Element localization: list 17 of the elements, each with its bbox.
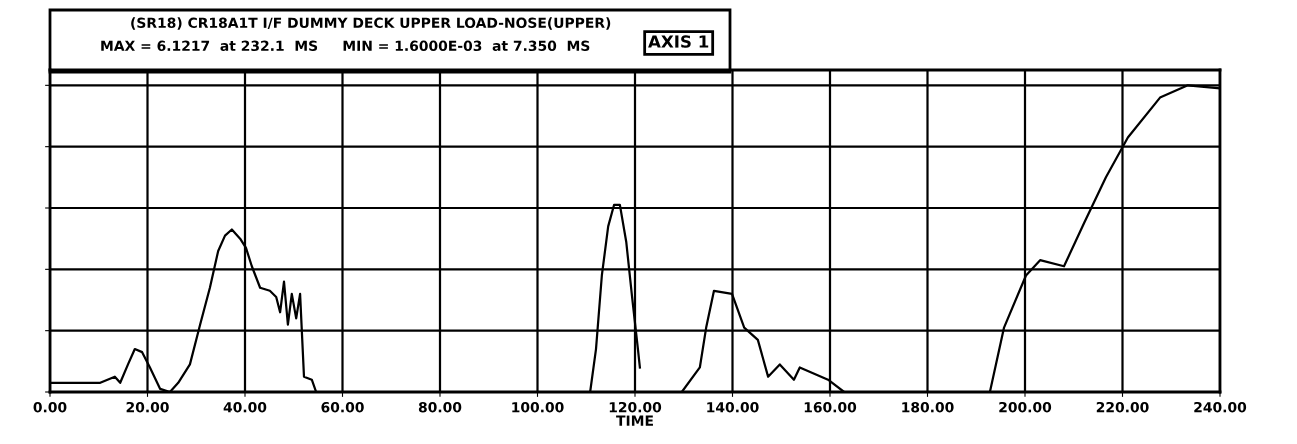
x-tick-label: 160.00 (804, 401, 857, 413)
x-tick-label: 140.00 (707, 401, 759, 413)
text: AXIS 1 (648, 35, 709, 48)
x-tick-label: 20.00 (126, 401, 169, 413)
x-axis-title: TIME (616, 415, 653, 426)
x-tick-label: 60.00 (321, 401, 364, 413)
x-tick-label: 240.00 (1194, 401, 1247, 413)
x-tick-label: 0.00 (33, 401, 67, 413)
x-tick-label: 120.00 (609, 401, 662, 413)
chart-title: (SR18) CR18A1T I/F DUMMY DECK UPPER LOAD-NOSE(UPPER) (131, 17, 611, 30)
x-tick-label: 200.00 (999, 401, 1052, 413)
x-tick-label: 100.00 (512, 401, 564, 413)
chart-subtitle: MAX = 6.1217 at 232.1 MS MIN = 1.6000E-03 at 7.350 MS (101, 40, 590, 52)
x-tick-label: 180.00 (902, 401, 954, 413)
x-tick-label: 40.00 (223, 401, 267, 413)
x-tick-label: 80.00 (418, 401, 462, 413)
x-tick-label: 220.00 (1096, 401, 1149, 413)
